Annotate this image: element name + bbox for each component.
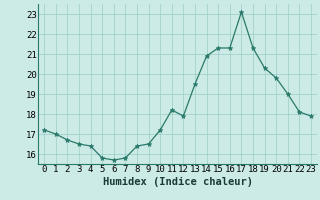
X-axis label: Humidex (Indice chaleur): Humidex (Indice chaleur) [103,177,252,187]
